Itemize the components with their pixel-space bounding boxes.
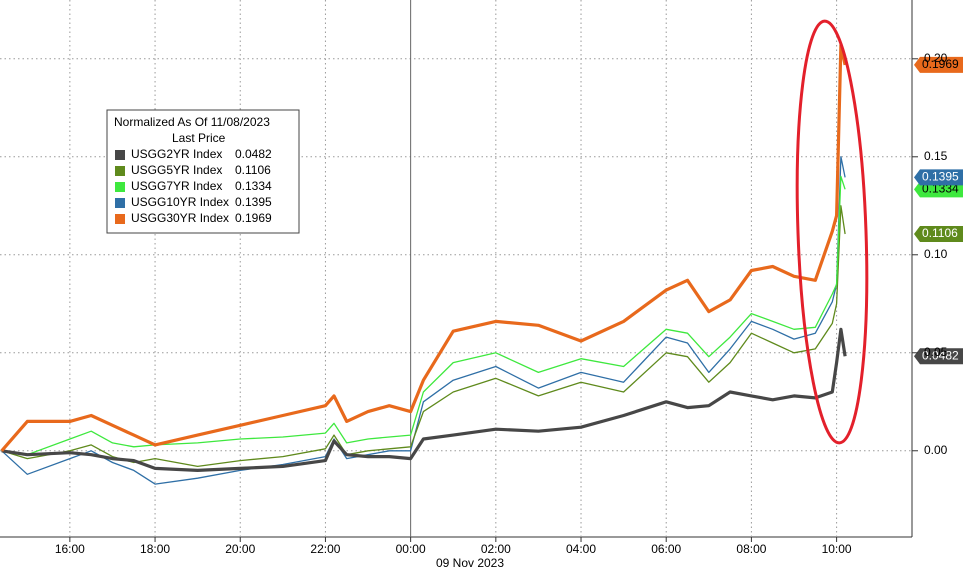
value-tag (914, 226, 963, 243)
x-tick-label: 10:00 (822, 542, 852, 556)
legend-label: USGG5YR Index (131, 163, 222, 177)
legend-swatch (115, 198, 125, 208)
legend-value: 0.1334 (235, 179, 272, 193)
legend-title: Normalized As Of 11/08/2023 (114, 115, 270, 129)
legend-swatch (115, 150, 125, 160)
series-line (0, 43, 847, 452)
legend-label: USGG7YR Index (131, 179, 222, 193)
value-tag (914, 56, 963, 73)
legend-label: USGG30YR Index (131, 211, 229, 225)
value-tag-label: 0.1969 (922, 57, 959, 71)
series-line (1, 175, 846, 456)
legend-label: USGG2YR Index (131, 147, 222, 161)
y-tick-label: 0.00 (924, 443, 948, 457)
x-tick-label: 00:00 (396, 542, 426, 556)
x-tick-label: 02:00 (481, 542, 511, 556)
y-tick-label: 0.20 (924, 51, 948, 65)
legend-swatch (115, 182, 125, 192)
value-tag-label: 0.1106 (922, 226, 958, 240)
legend-value: 0.1395 (235, 195, 272, 209)
y-tick-label: 0.15 (924, 149, 948, 163)
x-tick-label: 20:00 (225, 542, 255, 556)
y-tick-label: 0.05 (924, 345, 948, 359)
legend-box (106, 109, 300, 234)
legend-value: 0.0482 (235, 147, 272, 161)
x-tick-label: 08:00 (736, 542, 766, 556)
x-tick-label: 16:00 (55, 542, 85, 556)
y-tick-label: 0.10 (924, 247, 948, 261)
legend-swatch (115, 166, 125, 176)
series-line (1, 327, 847, 472)
x-tick-label: 04:00 (566, 542, 596, 556)
value-tag-label: 0.0482 (922, 348, 959, 362)
highlight-ellipse (795, 19, 869, 445)
legend-value: 0.1106 (235, 163, 271, 177)
legend: Normalized As Of 11/08/2023 Last Price U… (106, 109, 300, 234)
legend-value: 0.1969 (235, 211, 272, 225)
series-line (1, 205, 846, 468)
legend-swatch (115, 214, 125, 224)
value-tag-label: 0.1395 (922, 170, 959, 184)
x-tick-label: 18:00 (140, 542, 170, 556)
x-tick-label: 06:00 (651, 542, 681, 556)
x-tick-label: 22:00 (310, 542, 340, 556)
x-axis-label: 09 Nov 2023 (436, 556, 504, 570)
legend-label: USGG10YR Index (131, 195, 229, 209)
series-line (1, 156, 846, 485)
legend-subtitle: Last Price (172, 131, 226, 145)
value-tag (914, 348, 963, 365)
value-tag (914, 169, 963, 186)
